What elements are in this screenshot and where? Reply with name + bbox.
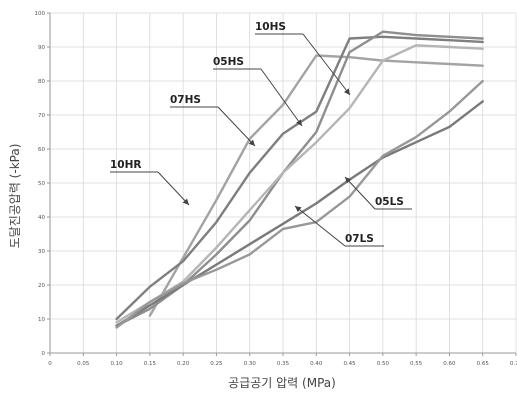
callout-arrowhead (248, 139, 255, 146)
callout-10hr: 10HR (110, 159, 190, 206)
x-tick-label: 0.10 (110, 361, 123, 367)
y-tick-label: 0 (42, 351, 46, 357)
axes (47, 12, 517, 356)
callout-05ls: 05LS (344, 176, 412, 210)
y-axis-label: 도달진공압력 (-kPa) (8, 144, 22, 249)
y-tick-label: 30 (38, 249, 45, 255)
series-line-07ls (115, 100, 484, 327)
callout-05hs: 05HS (213, 56, 303, 127)
series-line-10hs (115, 44, 484, 324)
callout-arrowhead (296, 119, 302, 126)
callout-arrowhead (295, 206, 302, 213)
callout-label: 05LS (375, 196, 404, 208)
callout-07hs: 07HS (170, 94, 256, 147)
x-tick-label: 0.20 (177, 361, 190, 367)
callout-leader (302, 33, 351, 96)
x-tick-label: 0.45 (343, 361, 356, 367)
series-line-05ls (115, 79, 484, 329)
x-tick-label: 0.35 (277, 361, 290, 367)
y-tick-label: 10 (38, 317, 45, 323)
x-tick-label: 0.05 (77, 361, 90, 367)
callout-10hs: 10HS (255, 21, 351, 96)
x-tick-label: 0.55 (410, 361, 423, 367)
callout-label: 10HR (110, 159, 142, 171)
callout-label: 10HS (255, 21, 286, 33)
callout-arrowhead (343, 88, 350, 95)
callout-arrowhead (345, 177, 352, 184)
series-annotations: 10HR 07HS 05HS 10HS 07LS 05LS (110, 21, 412, 247)
x-tick-label: 0.50 (377, 361, 390, 367)
callout-leader (157, 171, 190, 206)
y-tick-label: 70 (38, 113, 45, 119)
y-tick-label: 20 (38, 283, 45, 289)
callout-label: 07HS (170, 94, 201, 106)
series-lines (115, 30, 484, 329)
x-tick-label: 0 (48, 361, 52, 367)
x-tick-label: 0.65 (477, 361, 490, 367)
y-tick-label: 80 (38, 79, 45, 85)
y-tick-label: 100 (35, 11, 46, 17)
x-tick-label: 0.70 (510, 361, 517, 367)
y-tick-label: 90 (38, 45, 45, 51)
callout-label: 05HS (213, 56, 244, 68)
x-axis-label: 공급공기 압력 (MPa) (228, 376, 336, 390)
callout-label: 07LS (345, 233, 374, 245)
tick-labels: 0 0.05 0.10 0.15 0.20 0.25 0.30 0.35 0.40 0.45 0.5… (35, 11, 517, 367)
x-tick-label: 0.60 (443, 361, 456, 367)
y-tick-label: 60 (38, 147, 45, 153)
y-tick-label: 40 (38, 215, 45, 221)
x-tick-label: 0.30 (244, 361, 257, 367)
callout-arrowhead (182, 198, 189, 205)
x-tick-label: 0.40 (310, 361, 323, 367)
series-line-10hr (148, 54, 484, 317)
x-tick-label: 0.25 (210, 361, 223, 367)
callout-07ls: 07LS (294, 205, 384, 247)
series-line-05hs (115, 30, 484, 327)
callout-leader (344, 176, 376, 210)
y-tick-label: 50 (38, 181, 45, 187)
callout-leader (294, 205, 346, 247)
callout-leader (217, 106, 256, 147)
callout-leader (260, 68, 303, 127)
x-tick-label: 0.15 (144, 361, 157, 367)
